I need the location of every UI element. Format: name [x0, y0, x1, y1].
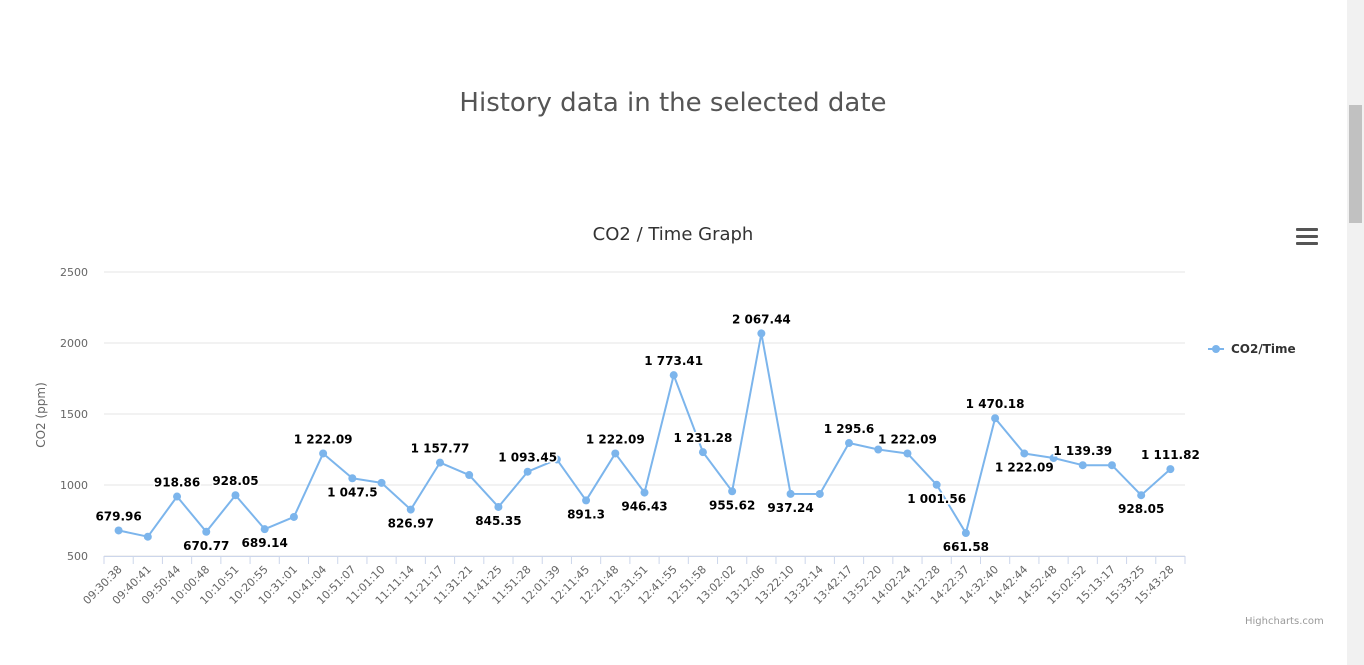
data-label: 1 157.77 [411, 442, 470, 456]
data-label: 1 470.18 [966, 397, 1025, 411]
data-label: 928.05 [212, 474, 258, 488]
y-tick-label: 1500 [60, 408, 88, 421]
y-tick-label: 2000 [60, 337, 88, 350]
data-label: 918.86 [154, 476, 200, 490]
legend-label: CO2/Time [1231, 342, 1296, 356]
data-point[interactable] [1166, 465, 1175, 474]
data-point[interactable] [640, 488, 649, 497]
data-label: 1 295.6 [824, 422, 874, 436]
data-label: 1 093.45 [498, 451, 557, 465]
data-label: 845.35 [475, 514, 521, 528]
x-axis-ticks: 09:30:3809:40:4109:50:4410:00:4810:10:51… [81, 556, 1186, 607]
hamburger-menu-icon[interactable] [1296, 228, 1318, 248]
data-point[interactable] [903, 449, 912, 458]
data-point[interactable] [786, 489, 795, 498]
data-label: 689.14 [242, 536, 288, 550]
data-point[interactable] [202, 527, 211, 536]
data-label: 891.3 [567, 507, 605, 521]
data-label: 1 001.56 [907, 492, 966, 506]
data-point[interactable] [874, 445, 883, 454]
legend-item-co2-time[interactable]: CO2/Time [1208, 342, 1296, 356]
data-point[interactable] [1137, 491, 1146, 500]
data-point[interactable] [845, 439, 854, 448]
data-label: 1 222.09 [586, 432, 645, 446]
data-label: 946.43 [621, 500, 667, 514]
series-co2-time[interactable] [114, 329, 1175, 541]
y-axis-title: CO2 (ppm) [34, 382, 48, 448]
data-point[interactable] [728, 487, 737, 496]
data-point[interactable] [231, 491, 240, 500]
data-label: 1 773.41 [644, 354, 703, 368]
data-point[interactable] [465, 471, 474, 480]
data-label: 1 047.5 [327, 485, 377, 499]
data-point[interactable] [435, 458, 444, 467]
data-point[interactable] [260, 525, 269, 534]
data-point[interactable] [757, 329, 766, 338]
data-label: 1 222.09 [878, 432, 937, 446]
page-title: History data in the selected date [459, 88, 887, 118]
data-point[interactable] [815, 489, 824, 498]
data-label: 1 139.39 [1053, 444, 1112, 458]
chart-title: CO2 / Time Graph [593, 224, 754, 245]
data-point[interactable] [961, 529, 970, 538]
data-point[interactable] [611, 449, 620, 458]
vertical-scrollbar[interactable] [1347, 0, 1364, 665]
data-point[interactable] [552, 455, 561, 464]
data-labels: 679.96 918.86 670.77 928.05 689.14 1 222.09 1 … [94, 311, 1201, 556]
y-tick-label: 2500 [60, 266, 88, 279]
data-point[interactable] [991, 414, 1000, 423]
y-tick-label: 1000 [60, 479, 88, 492]
grid-lines [104, 271, 1185, 557]
data-point[interactable] [932, 480, 941, 489]
data-point[interactable] [319, 449, 328, 458]
data-point[interactable] [1020, 449, 1029, 458]
data-label: 928.05 [1118, 502, 1164, 516]
data-point[interactable] [523, 467, 532, 476]
data-point[interactable] [377, 478, 386, 487]
y-axis-ticks: 500 1000 1500 2000 2500 [60, 266, 88, 563]
data-label: 661.58 [943, 540, 989, 554]
data-point[interactable] [143, 532, 152, 541]
data-point[interactable] [494, 502, 503, 511]
data-point[interactable] [669, 371, 678, 380]
data-label: 1 222.09 [294, 432, 353, 446]
scrollbar-thumb[interactable] [1349, 105, 1362, 223]
data-label: 955.62 [709, 498, 755, 512]
data-point[interactable] [1049, 454, 1058, 463]
data-label: 1 222.09 [995, 460, 1054, 474]
data-point[interactable] [173, 492, 182, 501]
data-point[interactable] [114, 526, 123, 535]
data-label: 1 231.28 [674, 431, 733, 445]
data-point[interactable] [582, 496, 591, 505]
data-point[interactable] [406, 505, 415, 514]
data-label: 937.24 [767, 501, 813, 515]
data-point[interactable] [1107, 461, 1116, 470]
data-label: 670.77 [183, 539, 229, 553]
y-tick-label: 500 [67, 550, 88, 563]
data-point[interactable] [1078, 461, 1087, 470]
highcharts-credit[interactable]: Highcharts.com [1245, 616, 1324, 627]
data-point[interactable] [348, 474, 357, 483]
data-point[interactable] [289, 512, 298, 521]
data-point[interactable] [698, 448, 707, 457]
data-label: 2 067.44 [732, 312, 791, 326]
data-label: 826.97 [388, 517, 434, 531]
data-label: 679.96 [95, 509, 141, 523]
data-label: 1 111.82 [1141, 448, 1200, 462]
legend-series-icon [1208, 343, 1224, 355]
